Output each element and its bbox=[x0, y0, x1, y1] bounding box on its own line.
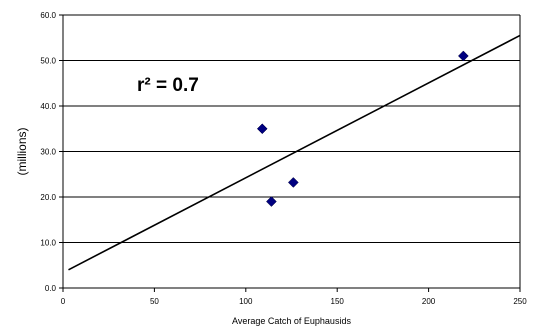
x-tick-label: 250 bbox=[513, 297, 527, 306]
data-point bbox=[266, 196, 277, 207]
x-tick-label: 0 bbox=[61, 297, 66, 306]
y-tick-label: 0.0 bbox=[45, 284, 57, 293]
r-squared-annotation: r² = 0.7 bbox=[137, 75, 199, 96]
y-tick-label: 40.0 bbox=[40, 102, 56, 111]
y-axis-ticks: 0.0 10.0 20.0 30.0 40.0 50.0 60.0 bbox=[40, 11, 63, 293]
data-point bbox=[256, 123, 268, 135]
gridlines bbox=[63, 14, 520, 243]
y-tick-label: 60.0 bbox=[40, 11, 56, 20]
x-tick-label: 150 bbox=[331, 297, 345, 306]
x-tick-label: 50 bbox=[150, 297, 159, 306]
data-points bbox=[256, 50, 469, 207]
x-axis-ticks: 0 50 100 150 200 250 bbox=[61, 288, 527, 306]
y-axis-label: (millions) bbox=[15, 127, 29, 175]
data-point bbox=[287, 177, 299, 188]
y-tick-label: 30.0 bbox=[40, 148, 56, 157]
y-tick-label: 50.0 bbox=[40, 57, 56, 66]
data-point bbox=[457, 50, 469, 62]
x-axis-label: Average Catch of Euphausids bbox=[232, 316, 351, 326]
trendline bbox=[68, 34, 521, 271]
x-tick-label: 200 bbox=[422, 297, 436, 306]
y-tick-label: 10.0 bbox=[40, 239, 56, 248]
trendline-group bbox=[68, 34, 521, 271]
x-tick-label: 100 bbox=[239, 297, 253, 306]
y-tick-label: 20.0 bbox=[40, 193, 56, 202]
